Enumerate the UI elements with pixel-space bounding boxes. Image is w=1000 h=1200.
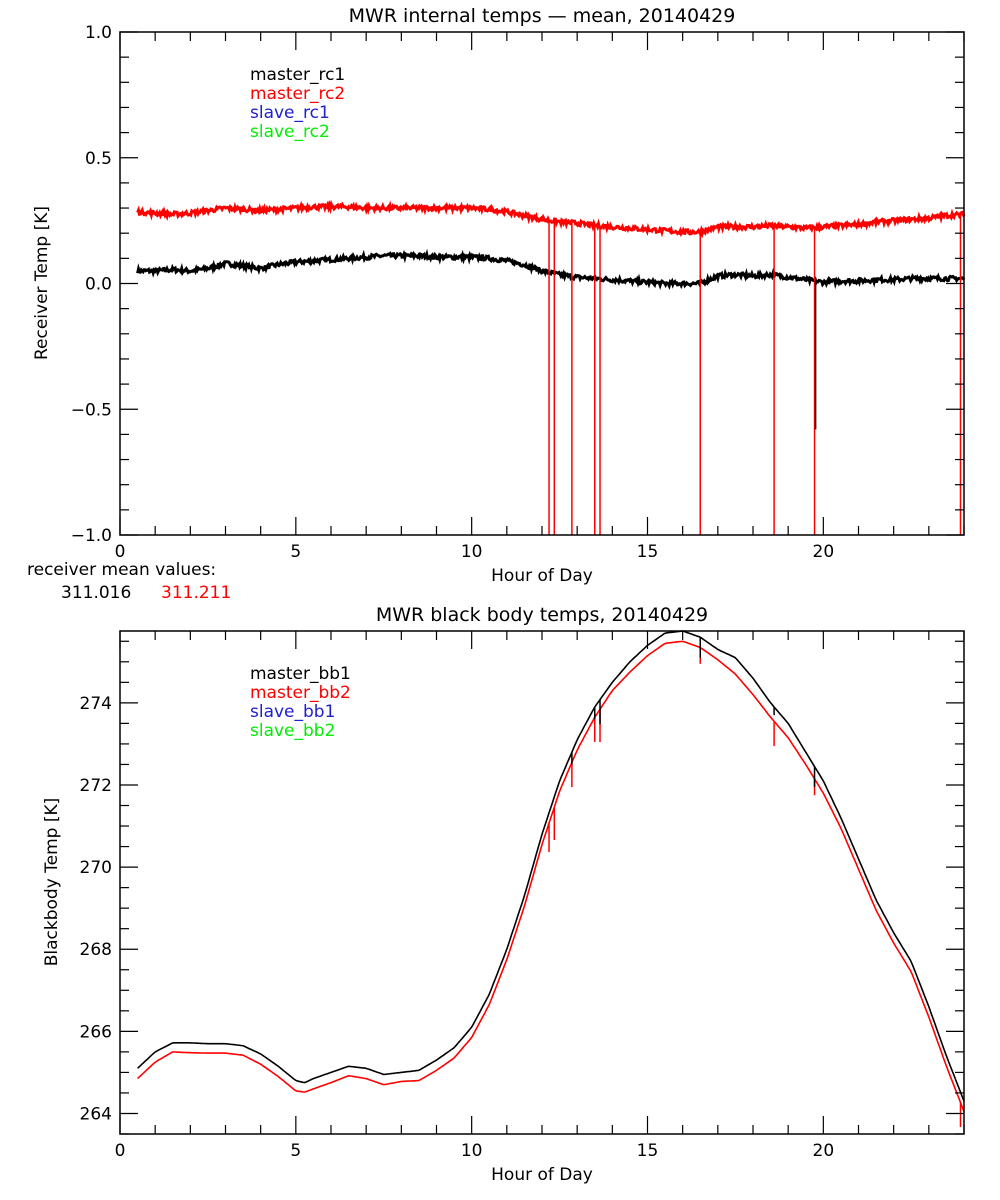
- x-axis-label: Hour of Day: [491, 1165, 593, 1185]
- y-axis-label: Receiver Temp [K]: [32, 206, 52, 360]
- x-tick-label: 5: [290, 1141, 301, 1161]
- legend-entry-slave_bb2: slave_bb2: [250, 721, 335, 741]
- legend-entry-slave_bb1: slave_bb1: [250, 702, 335, 722]
- x-tick-label: 10: [461, 542, 483, 562]
- x-axis-label: Hour of Day: [491, 566, 593, 586]
- x-tick-label: 15: [637, 1141, 659, 1161]
- x-tick-label: 0: [115, 1141, 126, 1161]
- plot-frame: [119, 630, 965, 1135]
- legend-entry-master_bb2: master_bb2: [250, 683, 351, 703]
- y-tick-label: 268: [80, 940, 112, 960]
- y-tick-label: 272: [80, 776, 112, 796]
- y-tick-label: 0.0: [85, 275, 112, 295]
- x-tick-label: 20: [813, 1141, 835, 1161]
- y-tick-label: 274: [80, 694, 112, 714]
- legend-entry-master_rc1: master_rc1: [250, 65, 345, 85]
- plot-axes: 0 5 10 15 20 264 266 268 270 272 274: [80, 630, 965, 1161]
- x-tick-label: 5: [290, 542, 301, 562]
- series-line-master_rc1: [136, 248, 966, 291]
- y-tick-label: 270: [80, 858, 112, 878]
- x-tick-label: 20: [813, 542, 835, 562]
- series-line-master_rc2: [136, 199, 966, 239]
- plot-series: [137, 630, 965, 1128]
- receiver-mean-value-2: 311.211: [161, 583, 231, 603]
- blackbody-temp-chart: MWR black body temps, 20140429 0 5 10 15 20 2…: [42, 604, 965, 1185]
- plot-axes: 0 5 10 15 20 −1.0 −0.5 0.0 0.5 1.0: [71, 23, 965, 562]
- y-tick-label: 0.5: [85, 149, 112, 169]
- y-tick-label: 266: [80, 1022, 112, 1042]
- y-axis-label: Blackbody Temp [K]: [42, 798, 62, 967]
- plot-series: [136, 199, 966, 535]
- legend-entry-master_rc2: master_rc2: [250, 84, 345, 104]
- y-tick-label: 264: [80, 1104, 112, 1124]
- series-line-master_bb1: [137, 630, 965, 1102]
- y-tick-label: −0.5: [71, 400, 112, 420]
- receiver-mean-value-1: 311.016: [61, 583, 131, 603]
- x-tick-label: 0: [115, 542, 126, 562]
- legend-entry-slave_rc2: slave_rc2: [250, 122, 330, 142]
- chart-title: MWR internal temps — mean, 20140429: [349, 5, 736, 27]
- y-tick-label: −1.0: [71, 526, 112, 546]
- receiver-mean-label: receiver mean values:: [27, 560, 216, 580]
- x-tick-label: 15: [637, 542, 659, 562]
- legend-entry-slave_rc1: slave_rc1: [250, 103, 330, 123]
- legend-entry-master_bb1: master_bb1: [250, 664, 351, 684]
- series-line-master_bb2: [137, 640, 965, 1112]
- chart-title: MWR black body temps, 20140429: [376, 604, 708, 626]
- x-tick-label: 10: [461, 1141, 483, 1161]
- receiver-temp-chart: MWR internal temps — mean, 20140429 0 5 10…: [27, 5, 966, 603]
- y-tick-label: 1.0: [85, 23, 112, 43]
